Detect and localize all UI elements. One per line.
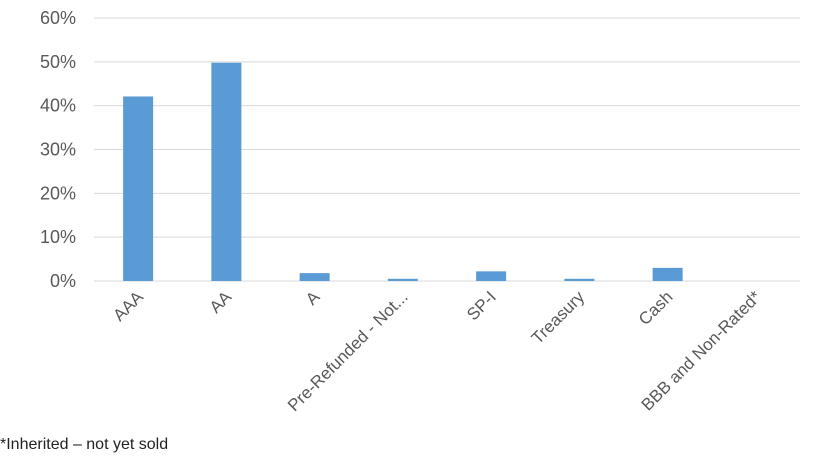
bar bbox=[476, 271, 507, 281]
x-tick-label: AAA bbox=[109, 287, 147, 325]
footnote: *Inherited – not yet sold bbox=[0, 436, 169, 453]
y-tick-label: 60% bbox=[40, 8, 76, 28]
y-tick-label: 10% bbox=[40, 227, 76, 247]
y-axis-ticks: 0% 10% 20% 30% 40% 50% 60% bbox=[40, 8, 76, 291]
bar bbox=[387, 278, 418, 281]
y-tick-label: 0% bbox=[50, 271, 76, 291]
x-tick-label: SP-I bbox=[463, 287, 500, 324]
x-tick-label: A bbox=[302, 287, 324, 309]
x-tick-label: AA bbox=[206, 287, 236, 317]
bar bbox=[299, 273, 330, 281]
bar bbox=[652, 267, 683, 281]
bar bbox=[123, 96, 154, 281]
y-tick-label: 20% bbox=[40, 183, 76, 203]
bar bbox=[564, 278, 595, 281]
y-tick-label: 30% bbox=[40, 140, 76, 160]
x-tick-label: Cash bbox=[635, 287, 676, 328]
y-tick-label: 50% bbox=[40, 52, 76, 72]
x-tick-label: Treasury bbox=[528, 287, 589, 348]
bar bbox=[211, 62, 242, 282]
y-tick-label: 40% bbox=[40, 96, 76, 116]
bars bbox=[123, 62, 683, 282]
gridlines bbox=[94, 17, 800, 282]
x-tick-label: Pre-Refunded - Not... bbox=[284, 287, 412, 415]
